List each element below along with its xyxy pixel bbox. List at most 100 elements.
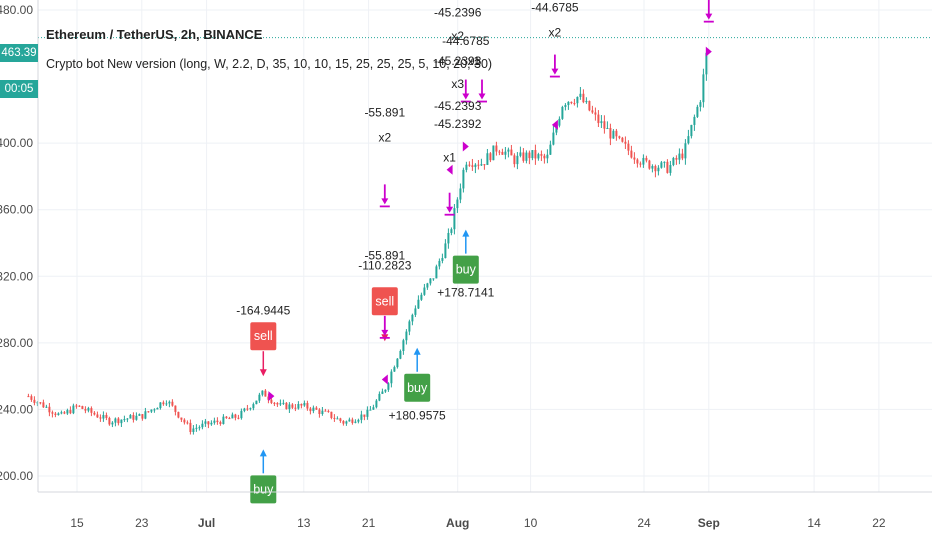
x-tick-label: Jul <box>198 516 215 530</box>
candle-body <box>441 258 444 261</box>
candle-body <box>258 394 261 401</box>
candle-body <box>498 151 501 153</box>
candle-body <box>591 110 594 113</box>
candle-body <box>597 114 600 124</box>
candle-body <box>684 143 687 159</box>
candle-body <box>285 402 288 410</box>
candle-body <box>72 405 75 414</box>
candle-body <box>363 414 366 417</box>
indicator-legend[interactable]: Crypto bot New version (long, W, 2.2, D,… <box>46 57 493 71</box>
entry-triangle <box>705 46 712 57</box>
y-axis: 480.00 400.00 360.00 320.00 280.00 240.00 200.… <box>0 0 39 492</box>
candle-body <box>60 412 63 414</box>
candle-body <box>327 410 330 412</box>
candle-body <box>360 414 363 420</box>
candle-body <box>537 154 540 159</box>
candle-body <box>438 260 441 267</box>
candle-body <box>435 266 438 279</box>
y-tick-label: 400.00 <box>0 136 33 150</box>
candle-body <box>42 402 45 408</box>
countdown-tag: 00:05 <box>0 80 38 98</box>
y-tick-label: 360.00 <box>0 203 33 217</box>
candle-body <box>474 164 477 167</box>
trade-annotation: x3 <box>451 77 464 91</box>
buy-label: buy <box>407 381 428 395</box>
candle-body <box>558 118 561 126</box>
candle-body <box>564 105 567 107</box>
trade-annotation: x2 <box>378 130 391 144</box>
trade-annotation: -55.891 <box>364 249 405 263</box>
entry-triangle <box>462 141 469 152</box>
candle-body <box>417 299 420 309</box>
candle-body <box>309 408 312 412</box>
candle-body <box>468 164 471 166</box>
candle-body <box>159 402 162 409</box>
x-tick-label: 21 <box>362 516 376 530</box>
candle-body <box>366 409 369 417</box>
candle-body <box>477 164 480 166</box>
candle-body <box>123 419 126 421</box>
candle-body <box>204 421 207 424</box>
candle-body <box>108 417 111 425</box>
candle-body <box>345 421 348 424</box>
candle-body <box>555 125 558 133</box>
candle-body <box>687 136 690 144</box>
candle-body <box>615 130 618 137</box>
buy-arrow-head <box>413 347 421 355</box>
x-tick-label: 24 <box>637 516 651 530</box>
x-tick-label: 13 <box>297 516 311 530</box>
candle-body <box>402 340 405 352</box>
candle-body <box>171 401 174 406</box>
candles <box>27 51 708 435</box>
candle-body <box>135 415 138 420</box>
candle-body <box>384 389 387 392</box>
candle-body <box>675 157 678 160</box>
candle-body <box>339 418 342 421</box>
candle-body <box>336 418 339 420</box>
candle-body <box>81 406 84 409</box>
candle-body <box>150 409 153 412</box>
candle-body <box>45 406 48 408</box>
candle-body <box>120 419 123 424</box>
candle-body <box>375 400 378 408</box>
candle-body <box>378 393 381 401</box>
candle-body <box>183 419 186 423</box>
candle-body <box>225 416 228 419</box>
exit-arrow-head <box>381 198 389 205</box>
candle-body <box>189 422 192 432</box>
candle-body <box>231 414 234 419</box>
candle-body <box>699 102 702 107</box>
candle-body <box>27 396 30 398</box>
candle-body <box>243 408 246 411</box>
candle-body <box>471 165 474 167</box>
buy-label-box <box>250 475 277 504</box>
candle-body <box>129 415 132 419</box>
buy-arrow-head <box>462 229 470 237</box>
candle-body <box>126 418 129 420</box>
candle-body <box>609 127 612 139</box>
candle-body <box>588 100 591 111</box>
sell-label-box <box>250 322 277 351</box>
x-tick-label: Sep <box>698 516 720 530</box>
candle-body <box>297 403 300 409</box>
y-tick-label: 480.00 <box>0 3 33 17</box>
entry-triangle <box>551 119 558 130</box>
candle-body <box>516 155 519 165</box>
candle-body <box>291 404 294 408</box>
candle-body <box>177 411 180 418</box>
trade-annotation: -55.891 <box>364 106 405 120</box>
candle-body <box>678 153 681 160</box>
x-tick-label: 23 <box>135 516 149 530</box>
candle-body <box>93 412 96 415</box>
trade-annotation: -44.6785 <box>531 1 579 15</box>
buy-label: buy <box>253 482 274 496</box>
candle-body <box>501 151 504 155</box>
candle-body <box>414 308 417 315</box>
y-tick-label: 280.00 <box>0 336 33 350</box>
candle-body <box>186 422 189 424</box>
candle-body <box>390 371 393 384</box>
candle-body <box>51 412 54 414</box>
exit-arrow-head <box>705 13 713 20</box>
candle-body <box>420 294 423 300</box>
